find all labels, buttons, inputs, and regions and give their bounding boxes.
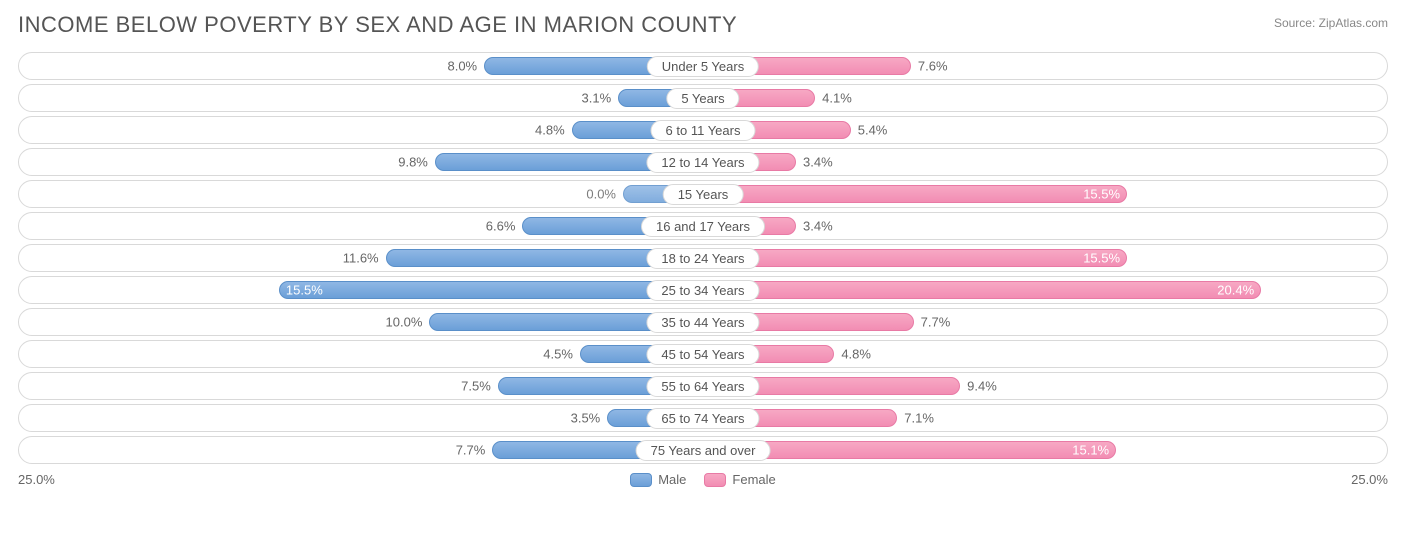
chart-row: 7.5% 9.4% 55 to 64 Years (18, 372, 1388, 400)
category-label: 55 to 64 Years (646, 376, 759, 397)
chart-row: 3.1% 4.1% 5 Years (18, 84, 1388, 112)
category-label: Under 5 Years (647, 56, 759, 77)
female-half: 3.4% (703, 213, 1387, 239)
male-value-label: 7.5% (461, 379, 499, 394)
female-half: 7.1% (703, 405, 1387, 431)
legend: Male Female (630, 472, 776, 487)
female-half: 7.7% (703, 309, 1387, 335)
male-value-label: 3.5% (571, 411, 609, 426)
male-half: 0.0% (19, 181, 703, 207)
male-half: 10.0% (19, 309, 703, 335)
female-value-label: 5.4% (850, 123, 888, 138)
female-value-label: 4.8% (833, 347, 871, 362)
female-value-label: 9.4% (959, 379, 997, 394)
male-value-label: 4.5% (543, 347, 581, 362)
female-half: 9.4% (703, 373, 1387, 399)
male-half: 11.6% (19, 245, 703, 271)
category-label: 5 Years (666, 88, 739, 109)
male-bar: 15.5% (279, 281, 703, 299)
male-value-label: 6.6% (486, 219, 524, 234)
category-label: 65 to 74 Years (646, 408, 759, 429)
male-value-label: 3.1% (582, 91, 620, 106)
male-half: 3.1% (19, 85, 703, 111)
female-half: 20.4% (703, 277, 1387, 303)
chart-row: 3.5% 7.1% 65 to 74 Years (18, 404, 1388, 432)
diverging-bar-chart: 8.0% 7.6% Under 5 Years 3.1% 4.1% 5 Years 4.8%… (18, 52, 1388, 464)
chart-footer: 25.0% Male Female 25.0% (18, 472, 1388, 487)
swatch-male (630, 473, 652, 487)
chart-row: 6.6% 3.4% 16 and 17 Years (18, 212, 1388, 240)
chart-row: 11.6% 15.5% 18 to 24 Years (18, 244, 1388, 272)
axis-max-right: 25.0% (1351, 472, 1388, 487)
female-bar: 15.5% (703, 249, 1127, 267)
male-value-label: 0.0% (586, 187, 624, 202)
female-half: 4.8% (703, 341, 1387, 367)
legend-item-male: Male (630, 472, 686, 487)
chart-row: 10.0% 7.7% 35 to 44 Years (18, 308, 1388, 336)
axis-max-left: 25.0% (18, 472, 55, 487)
female-half: 15.5% (703, 245, 1387, 271)
swatch-female (704, 473, 726, 487)
male-value-label: 10.0% (386, 315, 431, 330)
male-half: 9.8% (19, 149, 703, 175)
female-half: 4.1% (703, 85, 1387, 111)
female-bar: 15.5% (703, 185, 1127, 203)
female-value-label: 7.1% (896, 411, 934, 426)
category-label: 45 to 54 Years (646, 344, 759, 365)
female-value-label: 15.5% (1083, 251, 1120, 266)
category-label: 12 to 14 Years (646, 152, 759, 173)
chart-header: INCOME BELOW POVERTY BY SEX AND AGE IN M… (18, 12, 1388, 38)
source-attribution: Source: ZipAtlas.com (1274, 16, 1388, 30)
female-value-label: 3.4% (795, 155, 833, 170)
category-label: 18 to 24 Years (646, 248, 759, 269)
male-value-label: 11.6% (343, 251, 387, 266)
male-value-label: 8.0% (447, 59, 485, 74)
chart-row: 15.5% 20.4% 25 to 34 Years (18, 276, 1388, 304)
chart-row: 8.0% 7.6% Under 5 Years (18, 52, 1388, 80)
male-half: 6.6% (19, 213, 703, 239)
female-value-label: 15.5% (1083, 187, 1120, 202)
category-label: 15 Years (663, 184, 744, 205)
male-half: 4.5% (19, 341, 703, 367)
female-value-label: 3.4% (795, 219, 833, 234)
female-half: 7.6% (703, 53, 1387, 79)
chart-row: 0.0% 15.5% 15 Years (18, 180, 1388, 208)
male-half: 7.7% (19, 437, 703, 463)
male-value-label: 9.8% (398, 155, 436, 170)
chart-row: 9.8% 3.4% 12 to 14 Years (18, 148, 1388, 176)
male-half: 15.5% (19, 277, 703, 303)
female-half: 15.1% (703, 437, 1387, 463)
male-half: 7.5% (19, 373, 703, 399)
chart-row: 4.8% 5.4% 6 to 11 Years (18, 116, 1388, 144)
category-label: 75 Years and over (636, 440, 771, 461)
category-label: 35 to 44 Years (646, 312, 759, 333)
female-value-label: 7.7% (913, 315, 951, 330)
legend-item-female: Female (704, 472, 775, 487)
female-value-label: 20.4% (1217, 283, 1254, 298)
female-value-label: 15.1% (1072, 443, 1109, 458)
male-value-label: 4.8% (535, 123, 573, 138)
male-half: 3.5% (19, 405, 703, 431)
legend-label-female: Female (732, 472, 775, 487)
male-half: 8.0% (19, 53, 703, 79)
male-value-label: 7.7% (456, 443, 494, 458)
category-label: 6 to 11 Years (651, 120, 756, 141)
legend-label-male: Male (658, 472, 686, 487)
female-value-label: 4.1% (814, 91, 852, 106)
category-label: 25 to 34 Years (646, 280, 759, 301)
male-value-label: 15.5% (286, 283, 323, 298)
female-half: 15.5% (703, 181, 1387, 207)
female-half: 5.4% (703, 117, 1387, 143)
chart-title: INCOME BELOW POVERTY BY SEX AND AGE IN M… (18, 12, 737, 38)
male-half: 4.8% (19, 117, 703, 143)
category-label: 16 and 17 Years (641, 216, 765, 237)
chart-row: 7.7% 15.1% 75 Years and over (18, 436, 1388, 464)
female-half: 3.4% (703, 149, 1387, 175)
female-bar: 20.4% (703, 281, 1261, 299)
chart-row: 4.5% 4.8% 45 to 54 Years (18, 340, 1388, 368)
female-value-label: 7.6% (910, 59, 948, 74)
